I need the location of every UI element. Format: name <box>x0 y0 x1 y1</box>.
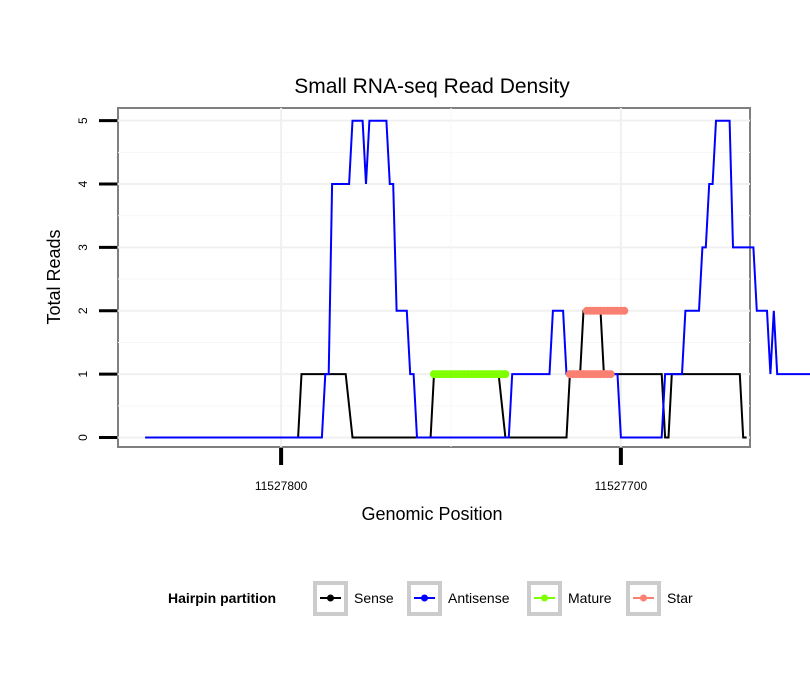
legend-label-mature: Mature <box>568 590 612 606</box>
x-tick-label: 11527800 <box>255 479 308 493</box>
legend-label-star: Star <box>667 590 693 606</box>
series-point-star <box>606 370 615 379</box>
series-point-star <box>620 306 629 315</box>
legend-key-point-sense <box>327 594 334 602</box>
y-axis-title: Total Reads <box>44 229 64 324</box>
grid <box>118 108 750 447</box>
y-tick-label: 0 <box>76 434 90 441</box>
y-tick-label: 4 <box>76 180 90 187</box>
chart-title: Small RNA-seq Read Density <box>294 75 570 98</box>
legend-key-point-antisense <box>421 594 428 602</box>
x-tick-label: 11527700 <box>595 479 648 493</box>
legend-title: Hairpin partition <box>168 590 276 606</box>
y-tick-label: 1 <box>76 370 90 377</box>
y-tick-label: 2 <box>76 307 90 314</box>
legend-key-point-mature <box>541 594 548 602</box>
y-tick-label: 3 <box>76 244 90 251</box>
legend-key-point-star <box>640 594 647 602</box>
x-axis-title: Genomic Position <box>361 504 502 524</box>
y-tick-label: 5 <box>76 117 90 124</box>
series-line-antisense <box>145 119 810 439</box>
plot-panel <box>117 107 751 448</box>
series-point-mature <box>501 370 510 379</box>
legend-label-sense: Sense <box>354 590 394 606</box>
legend: Hairpin partition Sense Antisense Mature St… <box>168 581 693 616</box>
series-layer <box>145 119 810 439</box>
axes: 0 1 2 3 4 5 11527800 11527700 <box>76 117 647 493</box>
legend-label-antisense: Antisense <box>448 590 510 606</box>
